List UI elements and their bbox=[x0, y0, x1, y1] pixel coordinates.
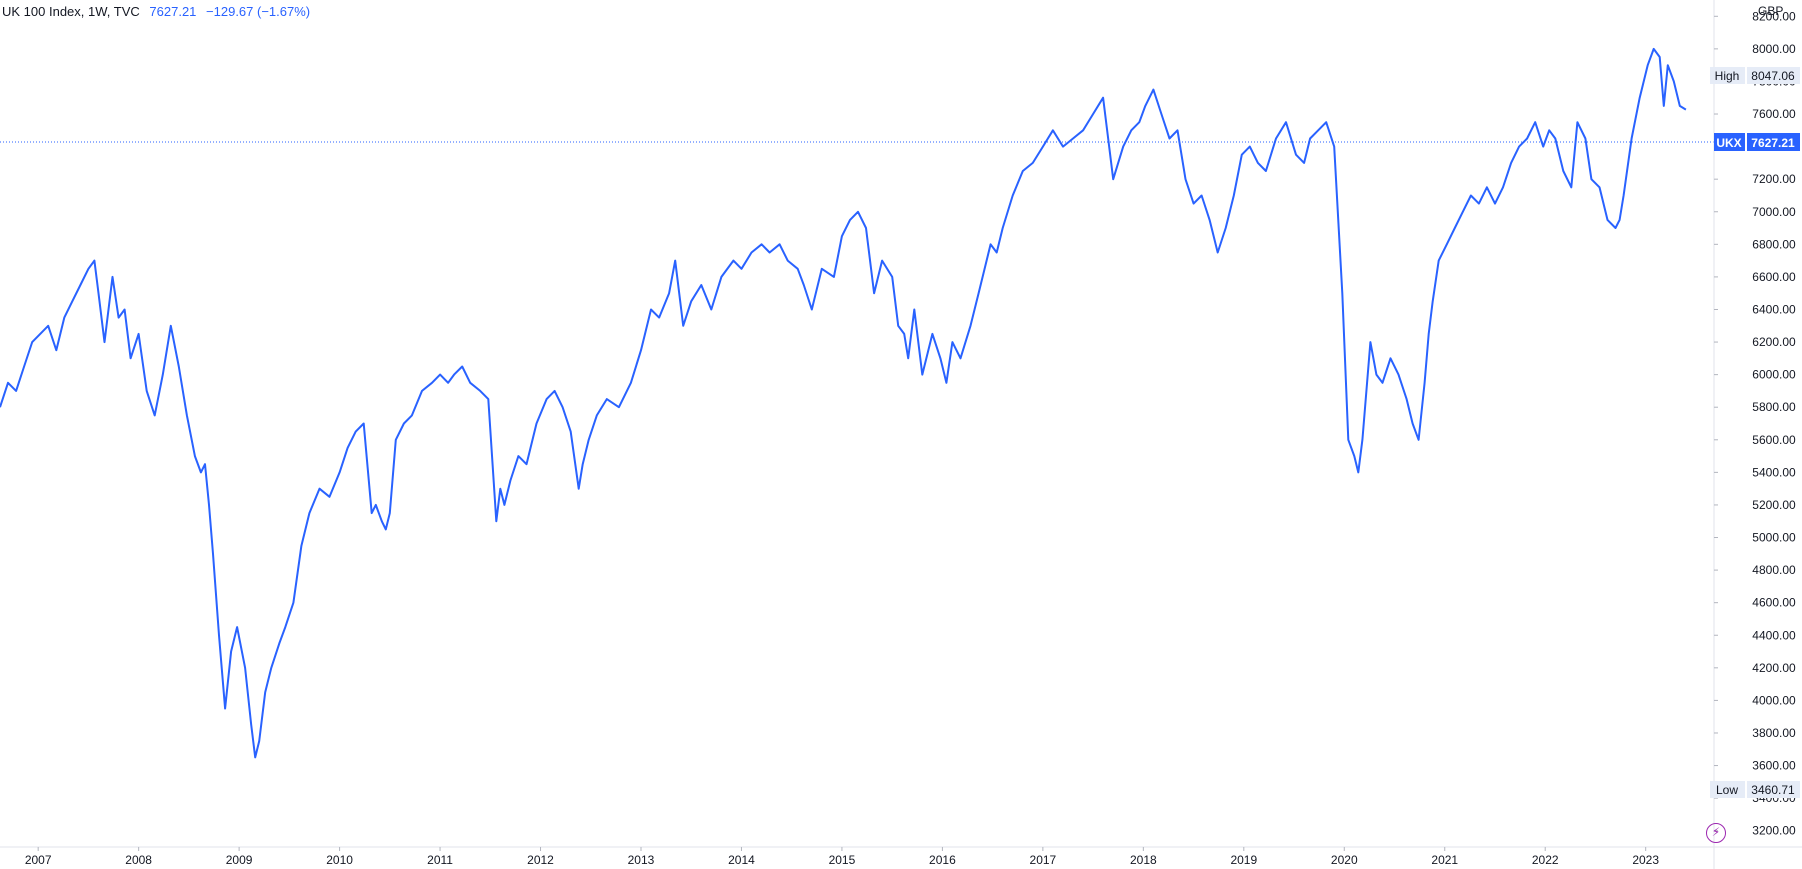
price-tick-label: 3200.00 bbox=[1752, 824, 1796, 838]
last-price-value: 7627.21 bbox=[149, 4, 197, 19]
flash-icon[interactable]: ⚡ bbox=[1706, 823, 1726, 843]
price-change: −129.67 (−1.67%) bbox=[206, 4, 311, 19]
low-value-box bbox=[1747, 781, 1800, 798]
currency-label[interactable]: GBP bbox=[1758, 4, 1784, 18]
price-tick-label: 7000.00 bbox=[1752, 205, 1796, 219]
last-price-marker: UKX 7627.21 bbox=[1714, 133, 1800, 151]
year-tick-label: 2013 bbox=[628, 853, 655, 867]
year-tick-label: 2010 bbox=[326, 853, 353, 867]
price-tick-label: 6200.00 bbox=[1752, 335, 1796, 349]
price-tick-label: 5800.00 bbox=[1752, 400, 1796, 414]
year-tick-label: 2016 bbox=[929, 853, 956, 867]
price-tick-label: 4000.00 bbox=[1752, 693, 1796, 707]
symbol-legend[interactable]: UK 100 Index, 1W, TVC 7627.21 −129.67 (−… bbox=[2, 4, 310, 19]
last-value-box bbox=[1747, 133, 1800, 151]
year-tick-label: 2007 bbox=[25, 853, 52, 867]
year-tick-label: 2015 bbox=[829, 853, 856, 867]
series-line bbox=[0, 47, 1687, 759]
price-tick-label: 4600.00 bbox=[1752, 596, 1796, 610]
low-marker: Low 3460.71 bbox=[1710, 781, 1800, 798]
high-label: High bbox=[1715, 69, 1740, 83]
low-label: Low bbox=[1716, 783, 1738, 797]
year-tick-label: 2022 bbox=[1532, 853, 1559, 867]
year-tick-label: 2021 bbox=[1431, 853, 1458, 867]
low-label-box bbox=[1710, 781, 1745, 798]
price-tick-label: 6600.00 bbox=[1752, 270, 1796, 284]
price-tick-label: 4200.00 bbox=[1752, 661, 1796, 675]
high-value: 8047.06 bbox=[1751, 69, 1795, 83]
price-tick-label: 5200.00 bbox=[1752, 498, 1796, 512]
year-tick-label: 2012 bbox=[527, 853, 554, 867]
year-tick-label: 2020 bbox=[1331, 853, 1358, 867]
last-label: UKX bbox=[1716, 136, 1741, 150]
price-tick-label: 8200.00 bbox=[1752, 9, 1796, 23]
last-value: 7627.21 bbox=[1751, 136, 1795, 150]
price-tick-label: 4800.00 bbox=[1752, 563, 1796, 577]
low-value: 3460.71 bbox=[1751, 783, 1795, 797]
price-tick-label: 5600.00 bbox=[1752, 433, 1796, 447]
high-marker: High 8047.06 bbox=[1710, 67, 1800, 84]
price-tick-label: 7600.00 bbox=[1752, 107, 1796, 121]
price-tick-label: 3800.00 bbox=[1752, 726, 1796, 740]
high-label-box bbox=[1710, 67, 1745, 84]
price-tick-label: 7200.00 bbox=[1752, 172, 1796, 186]
symbol-title: UK 100 Index, 1W, TVC bbox=[2, 4, 140, 19]
price-tick-label: 5400.00 bbox=[1752, 465, 1796, 479]
price-tick-label: 6400.00 bbox=[1752, 302, 1796, 316]
price-tick-label: 4400.00 bbox=[1752, 628, 1796, 642]
time-axis: 2007 2008 2009 2010 2011 2012 2013 2014 2015 2016… bbox=[25, 847, 1659, 867]
price-tick-label: 8000.00 bbox=[1752, 42, 1796, 56]
price-axis: 8200.008000.007800.007600.007400.007200.… bbox=[1714, 9, 1796, 838]
year-tick-label: 2008 bbox=[125, 853, 152, 867]
year-tick-label: 2011 bbox=[427, 853, 453, 867]
high-value-box bbox=[1747, 67, 1800, 84]
year-tick-label: 2018 bbox=[1130, 853, 1157, 867]
year-tick-label: 2017 bbox=[1030, 853, 1057, 867]
year-tick-label: 2023 bbox=[1632, 853, 1659, 867]
price-tick-label: 5000.00 bbox=[1752, 531, 1796, 545]
year-tick-label: 2009 bbox=[226, 853, 253, 867]
price-tick-label: 6800.00 bbox=[1752, 237, 1796, 251]
price-tick-label: 3600.00 bbox=[1752, 759, 1796, 773]
year-tick-label: 2014 bbox=[728, 853, 755, 867]
price-tick-label: 6000.00 bbox=[1752, 368, 1796, 382]
last-label-box bbox=[1714, 133, 1745, 151]
year-tick-label: 2019 bbox=[1230, 853, 1257, 867]
